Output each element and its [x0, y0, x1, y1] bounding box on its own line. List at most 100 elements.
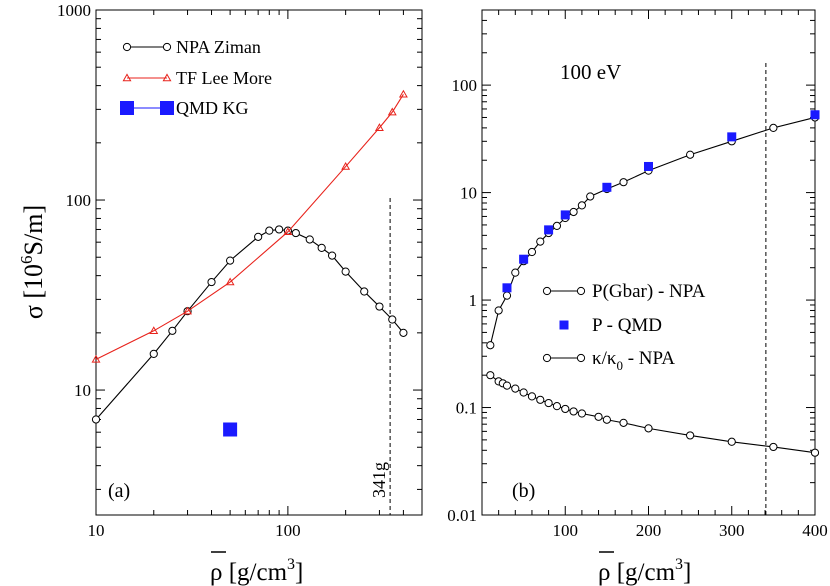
x-label-a-sup: 3: [287, 556, 295, 573]
data-point: [519, 388, 528, 397]
x-label-a-tail: ]: [295, 559, 303, 586]
legend-marker: [122, 73, 132, 82]
data-point: [519, 254, 529, 264]
data-point: [577, 201, 587, 210]
legend-symbol-tf-lee-more: [122, 73, 172, 82]
legend-marker: [576, 353, 586, 363]
panel-label-b: (b): [512, 480, 535, 502]
data-point: [398, 89, 408, 98]
legend-marker: [160, 101, 174, 115]
x-tick-label: 400: [802, 521, 828, 540]
data-point: [387, 107, 397, 116]
panel-b-frame: [481, 9, 816, 516]
legend-marker: [122, 42, 132, 52]
series-line: [95, 228, 404, 420]
data-point: [486, 371, 495, 380]
data-point: [644, 161, 653, 171]
data-point: [586, 192, 595, 201]
panel-a-legend: NPA Ziman TF Lee More QMD KG: [120, 37, 272, 118]
legend-qmd-kg: QMD KG: [176, 98, 249, 118]
data-point: [769, 442, 778, 452]
data-point: [602, 415, 611, 424]
y-tick-label: 1000: [57, 1, 91, 20]
panel-a-tick-labels: 10 100 10 100 1000: [57, 1, 301, 540]
data-point: [569, 207, 578, 217]
data-point: [91, 354, 101, 363]
y-tick-label: 10: [460, 184, 477, 203]
data-point: [569, 407, 578, 416]
y-label-sup: 6: [17, 255, 36, 264]
data-point: [561, 404, 570, 414]
y-tick-label: 1: [469, 291, 478, 310]
data-point: [168, 326, 177, 335]
data-point: [91, 415, 101, 424]
data-point: [275, 225, 284, 234]
data-point: [619, 178, 628, 187]
panel-b-series: [486, 110, 820, 457]
legend-tf-lee-more: TF Lee More: [176, 68, 272, 88]
y-tick-label: 10: [74, 381, 91, 400]
y-tick-label: 100: [66, 191, 92, 210]
y-tick-label: 0.01: [447, 506, 477, 525]
data-point: [149, 326, 159, 335]
annotation-341g: 341g: [369, 462, 389, 498]
x-tick-label: 10: [88, 521, 105, 540]
legend-symbol-kappa-npa: [542, 353, 586, 363]
data-point: [226, 256, 235, 265]
legend-marker: [542, 353, 552, 363]
legend-symbol-p-gbar-npa: [542, 286, 586, 296]
panel-b-legend: P(Gbar) - NPA P - QMD κ/κ0 - NPA: [542, 281, 706, 373]
panel-b-tick-labels: 100 200 300 400 0.01 0.1 1 10 100: [447, 76, 828, 540]
legend-marker: [576, 286, 586, 296]
x-label-a-base: ρ [g/cm: [210, 559, 288, 586]
panel-a-series: [91, 89, 408, 437]
data-point: [223, 422, 238, 437]
data-point: [502, 381, 512, 390]
data-point: [602, 182, 612, 192]
legend-marker: [542, 286, 552, 296]
legend-symbol-qmd-kg: [120, 101, 174, 115]
x-axis-label-b: ρ [g/cm3]: [598, 551, 691, 586]
data-point: [225, 277, 235, 286]
x-axis-label-a: ρ [g/cm3]: [210, 551, 303, 586]
x-label-b-sup: 3: [675, 556, 683, 573]
legend-marker: [162, 73, 172, 82]
data-point: [552, 402, 562, 411]
legend-p-qmd: P - QMD: [592, 315, 662, 336]
legend-kappa-npa: κ/κ0 - NPA: [592, 348, 675, 373]
series-p-qmd: [502, 110, 820, 293]
y-tick-label: 0.1: [456, 399, 477, 418]
data-point: [727, 437, 736, 446]
panel-b-ticks: [481, 9, 816, 516]
series-p-gbar-npa: [486, 113, 820, 350]
data-point: [577, 409, 587, 418]
x-tick-label: 300: [719, 521, 745, 540]
x-tick-label: 100: [275, 521, 301, 540]
data-point: [619, 418, 628, 427]
panel-b: 100 200 300 400 0.01 0.1 1 10 100 100 eV P(Gbar)…: [447, 9, 828, 586]
panel-a-frame: [95, 9, 423, 516]
data-point: [686, 431, 695, 440]
data-point: [511, 268, 520, 277]
svg-text:σ [106S/m]: σ [106S/m]: [17, 205, 48, 319]
legend-symbol-p-qmd: [559, 320, 569, 330]
y-label-tail: S/m]: [19, 205, 48, 256]
y-label-base: σ [10: [19, 264, 48, 319]
data-point: [494, 306, 503, 315]
data-point: [552, 221, 562, 230]
data-point: [769, 123, 778, 132]
data-point: [536, 395, 545, 404]
legend-marker: [120, 101, 134, 115]
data-point: [560, 210, 570, 220]
data-point: [265, 226, 274, 235]
data-point: [327, 251, 337, 260]
series-npa-ziman: [91, 225, 408, 424]
series-qmd-kg: [223, 422, 238, 437]
data-point: [399, 328, 408, 337]
data-point: [388, 315, 397, 324]
legend-marker: [559, 320, 569, 330]
data-point: [686, 150, 695, 159]
data-point: [594, 412, 603, 421]
data-point: [727, 132, 737, 142]
